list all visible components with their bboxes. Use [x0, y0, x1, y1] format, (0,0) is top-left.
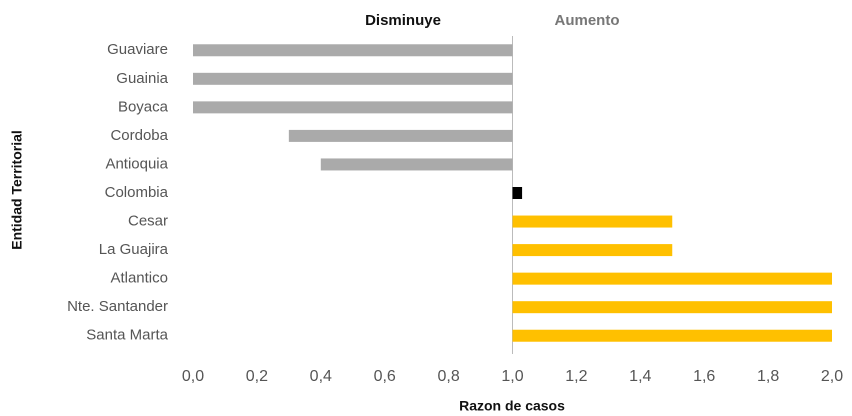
bar — [193, 44, 513, 57]
x-tick-label: 1,2 — [565, 368, 587, 385]
x-tick-label: 0,4 — [310, 368, 332, 385]
y-tick-label: Antioquia — [105, 155, 168, 172]
y-tick-label: La Guajira — [99, 241, 169, 258]
x-tick-label: 0,8 — [437, 368, 459, 385]
x-tick-label: 0,2 — [246, 368, 268, 385]
y-tick-label: Guainia — [116, 70, 168, 87]
x-tick-label: 0,6 — [374, 368, 396, 385]
y-tick-label: Cordoba — [110, 127, 168, 144]
y-tick-label: Atlantico — [110, 270, 168, 287]
bar — [512, 301, 832, 314]
bar — [512, 215, 673, 228]
bar — [320, 158, 513, 171]
y-tick-label: Guaviare — [107, 41, 168, 58]
x-tick-label: 1,8 — [757, 368, 779, 385]
x-tick-label: 1,6 — [693, 368, 715, 385]
x-tick-label: 0,0 — [182, 368, 204, 385]
y-axis-label: Entidad Territorial — [9, 130, 25, 250]
x-tick-label: 1,4 — [629, 368, 651, 385]
annotation: Aumento — [555, 12, 620, 29]
bar — [512, 244, 673, 257]
y-tick-label: Colombia — [105, 184, 169, 201]
y-tick-label: Cesar — [128, 213, 168, 230]
x-axis-label: Razon de casos — [459, 398, 565, 414]
bar — [288, 129, 513, 142]
bar — [512, 329, 832, 342]
y-tick-label: Boyaca — [118, 98, 169, 115]
bar — [512, 187, 523, 199]
y-tick-label: Nte. Santander — [67, 298, 168, 315]
x-tick-label: 2,0 — [821, 368, 843, 385]
bar — [193, 72, 513, 85]
bar — [193, 101, 513, 114]
bar — [512, 272, 832, 285]
x-tick-label: 1,0 — [501, 368, 523, 385]
annotation: Disminuye — [365, 12, 441, 29]
y-tick-label: Santa Marta — [86, 327, 168, 344]
